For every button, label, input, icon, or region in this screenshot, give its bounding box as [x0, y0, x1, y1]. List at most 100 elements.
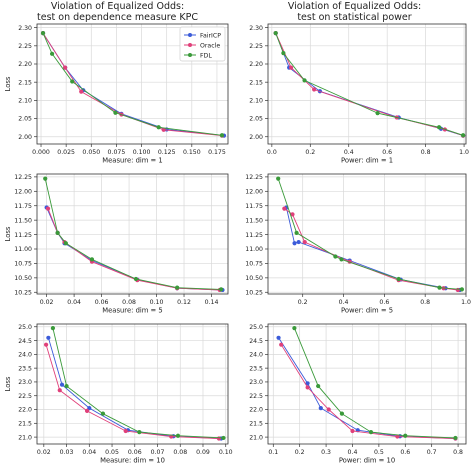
series-line-fdl [275, 32, 464, 136]
x-tick-label: 0.06 [128, 449, 142, 456]
y-tick-label: 11.50 [245, 217, 263, 224]
plot-frame [36, 323, 229, 445]
x-tick-label: 0.4 [344, 149, 354, 156]
x-tick-label: 0.2 [295, 449, 305, 456]
y-tick-label: 2.00 [18, 134, 32, 141]
data-point-fdl [55, 230, 60, 235]
y-tick-label: 24.0 [249, 352, 263, 359]
x-tick-label: 0.025 [57, 149, 75, 156]
data-point-oracle [455, 287, 460, 293]
data-point-fairicp [59, 382, 65, 387]
y-tick-label: 24.0 [18, 352, 32, 359]
data-point-fdl [70, 79, 75, 84]
data-point-fdl [40, 30, 46, 36]
y-tick-label: 22.0 [18, 407, 32, 414]
data-point-fdl [292, 326, 297, 331]
y-tick-label: 2.30 [249, 25, 263, 32]
y-tick-label: 10.75 [245, 261, 263, 268]
x-tick-label: 0.12 [177, 299, 191, 306]
x-tick-label: 0.08 [122, 299, 136, 306]
data-point-fdl [49, 51, 55, 56]
plot-frame [267, 173, 467, 295]
x-tick-label: 0.050 [82, 149, 100, 156]
plot-frame [267, 323, 467, 445]
x-tick-label: 0.4 [339, 299, 349, 306]
y-tick-label: 24.5 [18, 338, 32, 345]
y-tick-label: 11.75 [14, 203, 32, 210]
y-tick-label: 11.00 [245, 246, 263, 253]
data-point-oracle [123, 428, 128, 434]
y-tick-label: 2.15 [249, 79, 263, 86]
data-point-fdl [281, 50, 286, 56]
data-point-oracle [312, 87, 317, 92]
data-point-oracle [57, 388, 62, 393]
data-point-fairicp [87, 406, 92, 411]
series-line-fdl [42, 32, 223, 136]
data-point-fdl [221, 435, 226, 441]
data-point-oracle [45, 206, 51, 211]
y-tick-label: 2.20 [249, 61, 263, 68]
data-point-oracle [290, 212, 295, 217]
data-point-fdl [50, 326, 56, 331]
y-tick-label: 21.0 [249, 434, 263, 441]
right-column-title: Violation of Equalized Odds: test on sta… [237, 1, 472, 23]
panel-row3-left: 0.02 0.03 0.04 0.05 0.06 0.07 0.08 0.09 0.10 21.0… [4, 323, 233, 465]
x-tick-label: 0.04 [82, 449, 96, 456]
data-point-fdl [375, 110, 380, 116]
data-point-oracle [302, 239, 307, 245]
data-point-fdl [396, 276, 401, 282]
data-point-fdl [137, 430, 142, 435]
y-tick-label: 23.0 [249, 379, 263, 386]
data-point-oracle [350, 428, 355, 434]
x-tick-label: 0.4 [348, 449, 358, 456]
x-tick-label: 0.09 [196, 449, 210, 456]
y-tick-label: 12.00 [245, 189, 263, 196]
x-tick-label: 0.14 [205, 299, 219, 306]
legend-marker [188, 33, 192, 37]
x-tick-label: 0.3 [321, 449, 331, 456]
x-tick-label: 0.0 [267, 149, 277, 156]
y-tick-label: 11.25 [14, 232, 32, 239]
x-tick-label: 0.08 [173, 449, 187, 456]
y-tick-label: 25.0 [18, 324, 32, 331]
x-axis-label: Power: dim = 5 [341, 307, 393, 315]
x-tick-label: 0.10 [219, 449, 233, 456]
y-tick-label: 2.05 [249, 116, 263, 123]
data-point-fdl [273, 30, 278, 36]
data-point-fdl [113, 110, 118, 115]
data-point-fdl [43, 176, 48, 181]
x-tick-label: 0.5 [374, 449, 384, 456]
plot-frame [267, 23, 467, 145]
legend-label-fairicp: FairICP [200, 32, 221, 39]
y-tick-label: 10.50 [245, 275, 263, 282]
x-tick-label: 0.8 [453, 449, 463, 456]
x-tick-label: 0.2 [298, 299, 308, 306]
x-tick-label: 0.02 [40, 299, 54, 306]
data-point-fdl [276, 176, 281, 181]
data-point-fdl [133, 276, 139, 282]
data-point-fdl [175, 433, 181, 438]
data-point-oracle [79, 89, 84, 94]
x-tick-label: 0.2 [305, 149, 315, 156]
data-point-fdl [89, 257, 95, 262]
x-axis-label: Measure: dim = 1 [102, 157, 163, 165]
plot-area [37, 324, 228, 444]
series-line-fdl [52, 327, 224, 439]
data-point-fdl [316, 383, 321, 389]
x-tick-label: 0.10 [150, 299, 164, 306]
data-point-fairicp [305, 381, 310, 386]
data-point-oracle [282, 206, 287, 211]
data-point-oracle [63, 65, 68, 70]
x-tick-label: 0.6 [400, 449, 410, 456]
x-tick-label: 0.6 [379, 299, 389, 306]
y-tick-label: 2.25 [249, 43, 263, 50]
plot-area [37, 174, 228, 294]
data-point-fdl [437, 285, 442, 290]
y-tick-label: 10.25 [14, 289, 32, 296]
data-point-fdl [156, 125, 161, 130]
y-axis-label: Loss [4, 226, 12, 241]
x-tick-label: 0.075 [108, 149, 126, 156]
x-tick-label: 1.0 [459, 149, 469, 156]
y-tick-label: 22.5 [249, 393, 263, 400]
